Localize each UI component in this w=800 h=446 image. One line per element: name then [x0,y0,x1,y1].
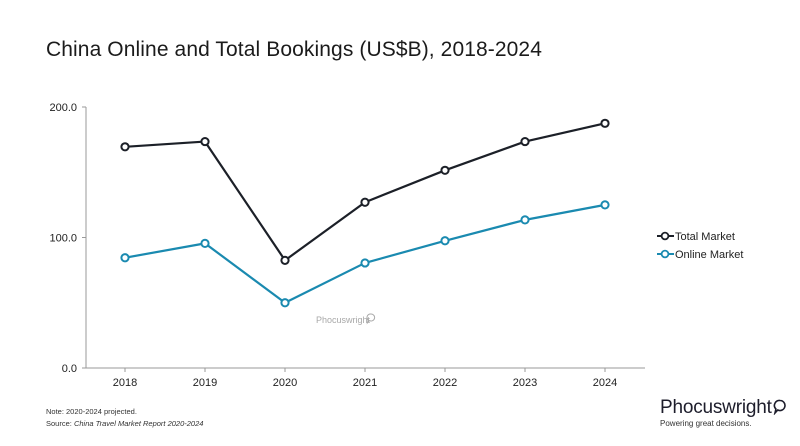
data-point [360,197,370,207]
legend-swatch-marker [660,231,670,241]
chart-legend: Total Market Online Market [657,231,743,261]
chart-series [120,118,610,308]
x-tick-label: 2021 [353,377,377,389]
watermark-group: Phocuswright [316,313,376,325]
data-point [200,238,210,248]
y-tick-label: 200.0 [49,102,77,114]
y-tick-label: 0.0 [62,363,77,375]
legend-label: Online Market [675,249,743,261]
x-tick-label: 2022 [433,377,457,389]
projection-note: Note: 2020-2024 projected. [46,407,137,416]
series-line [124,122,606,262]
data-point [440,236,450,246]
data-point [600,118,610,128]
source-prefix: Source: [46,419,74,428]
data-point [200,136,210,147]
watermark-bubble-icon [366,313,376,325]
data-point [600,200,610,210]
chart-title: China Online and Total Bookings (US$B), … [46,38,542,61]
legend-label: Total Market [675,231,735,243]
data-point [120,253,130,263]
data-point [120,142,130,152]
x-tick-label: 2018 [113,377,137,389]
x-tick-label: 2020 [273,377,297,389]
data-point [440,165,450,175]
brand-logo: Phocuswright Powering great decisions. [660,397,787,428]
brand-name: Phocuswright [660,397,772,418]
brand-tagline: Powering great decisions. [660,419,752,428]
footnote: Note: 2020-2024 projected. Source: China… [46,406,203,430]
data-point [520,215,530,225]
data-point [520,136,530,147]
data-point [280,255,290,265]
watermark-text: Phocuswright [316,315,371,325]
x-tick-label: 2024 [593,377,617,389]
x-tick-label: 2023 [513,377,537,389]
y-tick-label: 100.0 [49,233,77,245]
legend-swatch-marker [660,249,670,259]
speech-bubble-icon [773,399,787,420]
series-line [124,203,606,304]
chart-axes: 0.0 100.0 200.0 2018 2019 2020 2021 2022 2023 202… [49,102,645,389]
data-point [360,258,370,268]
data-point [280,298,290,308]
source-title: China Travel Market Report 2020-2024 [73,419,204,428]
source-note: Source: China Travel Market Report 2020-… [46,418,203,430]
x-tick-label: 2019 [193,377,217,389]
